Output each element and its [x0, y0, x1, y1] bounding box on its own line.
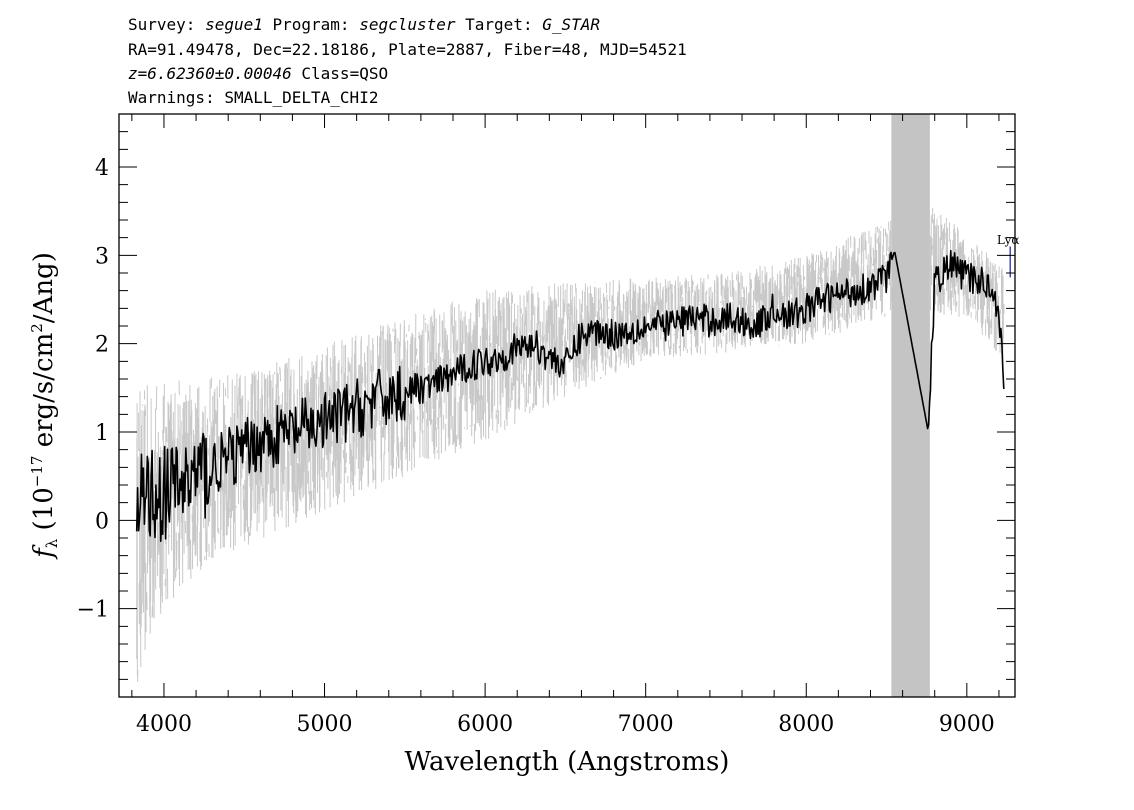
x-tick-label: 7000	[618, 712, 674, 737]
program-value: segcluster	[359, 15, 456, 34]
y-axis-close: /Ang)	[29, 252, 59, 323]
plot-header: Survey: segue1 Program: segcluster Targe…	[128, 15, 687, 107]
plot-frame	[118, 113, 1016, 698]
x-tick-label: 9000	[939, 712, 995, 737]
y-axis-unit: erg/s/cm	[29, 333, 59, 456]
survey-value: segue1	[205, 15, 263, 34]
flux-layer	[135, 249, 1005, 542]
y-tick-labels: −1 0 1 2 3 4	[77, 156, 109, 623]
flux-line	[135, 249, 1005, 542]
line-marker-layer: Lyα	[997, 233, 1020, 278]
line-marker-label: Lyα	[997, 233, 1020, 247]
y-tick-label: 1	[95, 421, 109, 446]
target-value: G_STAR	[542, 15, 600, 34]
y-axis-open: (10	[29, 487, 59, 539]
class-value: Class=QSO	[292, 64, 388, 83]
y-axis-exponent: −17	[28, 456, 46, 488]
header-line-2: RA=91.49478, Dec=22.18186, Plate=2887, F…	[128, 40, 687, 59]
axis-ticks	[119, 114, 1015, 697]
survey-key: Survey:	[128, 15, 205, 34]
tick-layer	[119, 114, 1015, 697]
y-tick-label: 2	[95, 333, 109, 358]
y-axis-unit-exponent: 2	[28, 323, 46, 333]
x-tick-label: 5000	[297, 712, 353, 737]
y-axis-title: fλ (10−17 erg/s/cm2/Ang)	[28, 252, 61, 560]
x-tick-labels: 4000 5000 6000 7000 8000 9000	[136, 712, 995, 737]
x-axis-title: Wavelength (Angstroms)	[405, 747, 730, 777]
redshift-value: z=6.62360±0.00046	[128, 64, 292, 83]
y-tick-label: 3	[95, 244, 109, 269]
header-line-1: Survey: segue1 Program: segcluster Targe…	[128, 15, 600, 34]
header-line-4: Warnings: SMALL_DELTA_CHI2	[128, 88, 378, 107]
y-axis-subscript: λ	[43, 538, 61, 548]
y-tick-label: 0	[95, 509, 109, 534]
x-tick-label: 8000	[778, 712, 834, 737]
x-tick-label: 4000	[136, 712, 192, 737]
program-key: Program:	[263, 15, 359, 34]
header-line-3: z=6.62360±0.00046 Class=QSO	[128, 64, 388, 83]
target-key: Target:	[456, 15, 543, 34]
y-tick-label: 4	[95, 156, 109, 181]
x-tick-label: 6000	[457, 712, 513, 737]
y-tick-label: −1	[77, 598, 109, 623]
